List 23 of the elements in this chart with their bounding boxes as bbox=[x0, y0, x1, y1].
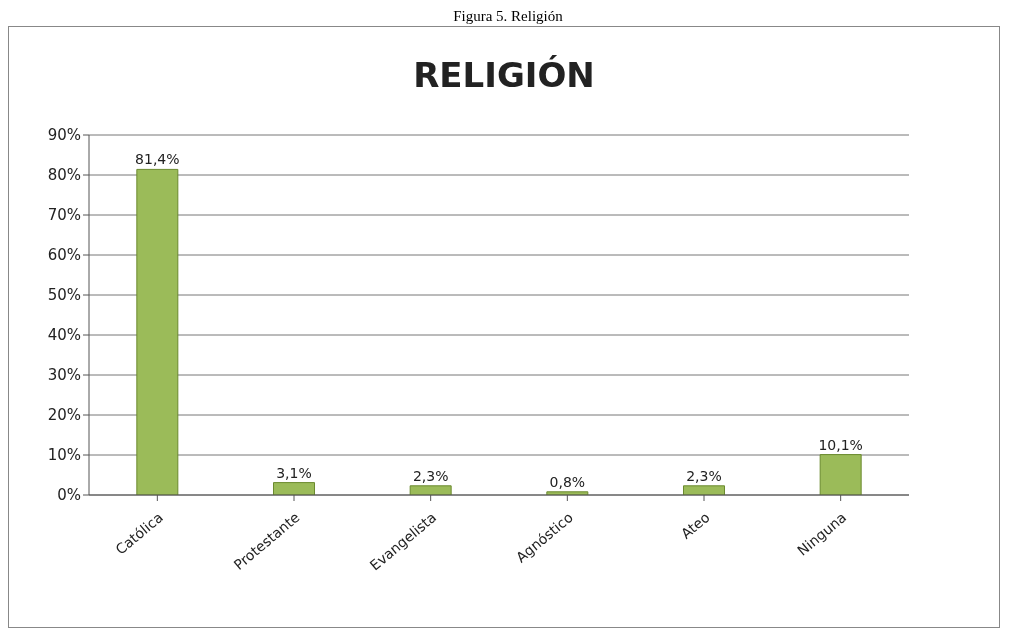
bar bbox=[273, 482, 315, 495]
chart-title: RELIGIÓN bbox=[412, 55, 596, 95]
y-tick-label: 70% bbox=[47, 206, 81, 225]
y-tick-label: 30% bbox=[47, 366, 81, 385]
bar bbox=[683, 485, 725, 495]
y-tick-label: 50% bbox=[47, 286, 81, 305]
y-tick-label: 0% bbox=[57, 486, 81, 505]
y-tick-label: 40% bbox=[47, 326, 81, 345]
data-label: 10,1% bbox=[818, 436, 863, 453]
data-label: 2,3% bbox=[412, 467, 449, 484]
data-label: 81,4% bbox=[135, 151, 180, 168]
text: Figura 5. Religión bbox=[453, 8, 563, 24]
y-tick-label: 60% bbox=[47, 246, 81, 265]
bar bbox=[819, 454, 862, 495]
y-tick-label: 90% bbox=[47, 126, 81, 145]
bar bbox=[136, 168, 179, 495]
y-tick-label: 80% bbox=[47, 166, 81, 185]
data-label: 0,8% bbox=[549, 473, 586, 490]
y-tick-label: 10% bbox=[47, 446, 81, 465]
y-tick-label: 20% bbox=[47, 406, 81, 425]
data-label: 3,1% bbox=[276, 464, 312, 481]
data-label: 2,3% bbox=[686, 467, 722, 484]
bar bbox=[409, 485, 452, 495]
